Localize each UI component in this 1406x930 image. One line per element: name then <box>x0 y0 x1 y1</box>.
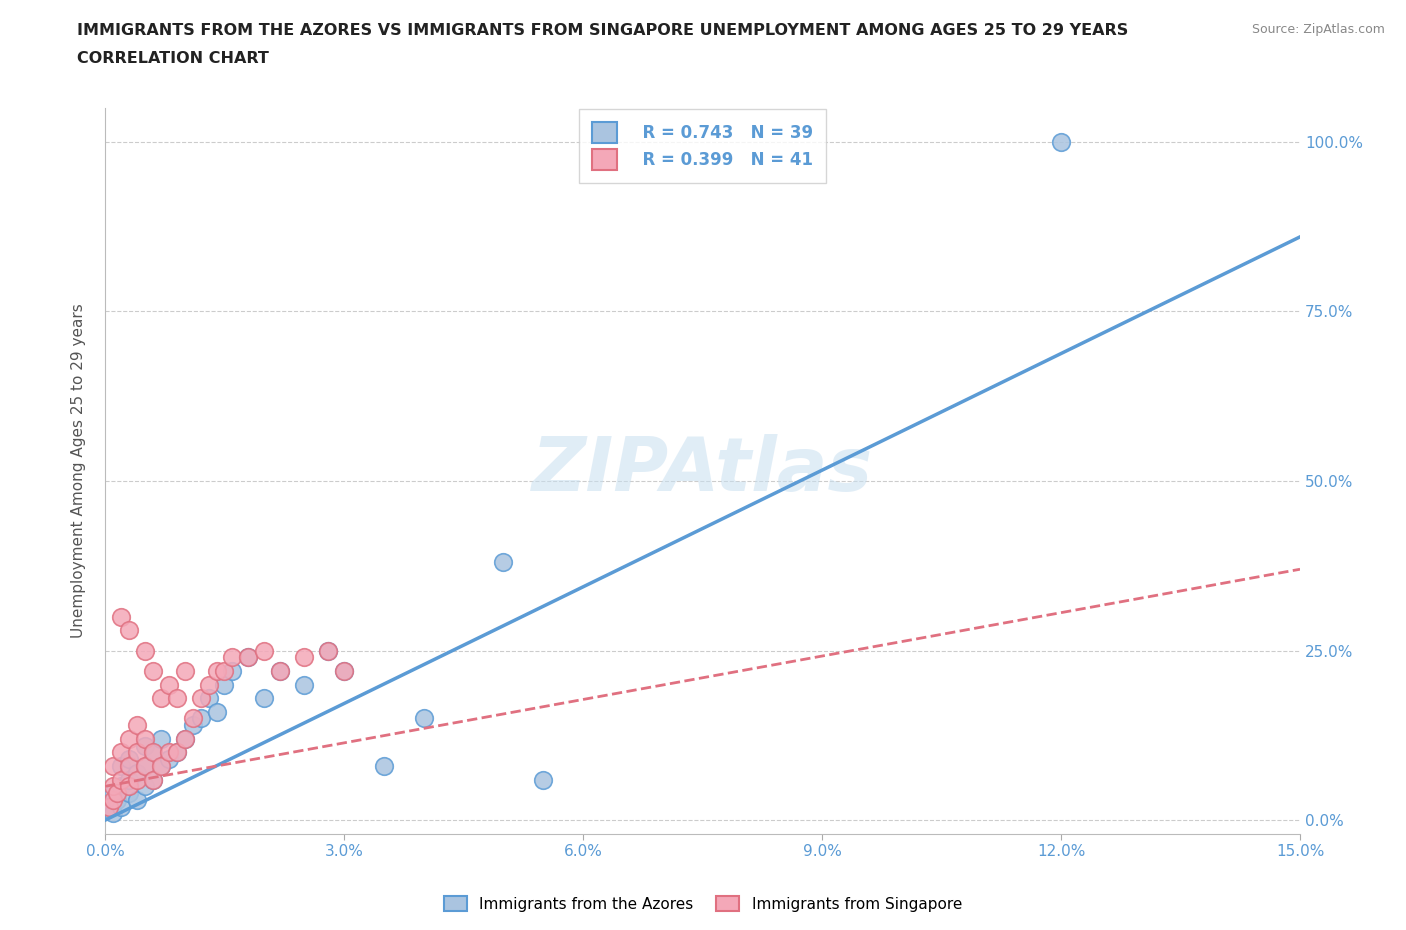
Legend: Immigrants from the Azores, Immigrants from Singapore: Immigrants from the Azores, Immigrants f… <box>439 889 967 918</box>
Point <box>134 759 156 774</box>
Point <box>269 663 291 678</box>
Point <box>125 792 148 807</box>
Point <box>125 765 148 780</box>
Point <box>173 731 195 746</box>
Point <box>134 731 156 746</box>
Legend:   R = 0.743   N = 39,   R = 0.399   N = 41: R = 0.743 N = 39, R = 0.399 N = 41 <box>579 109 827 183</box>
Point <box>173 663 195 678</box>
Point <box>292 677 315 692</box>
Point <box>110 778 132 793</box>
Point <box>149 759 172 774</box>
Point <box>166 745 188 760</box>
Point <box>101 806 124 821</box>
Point <box>118 772 141 787</box>
Point <box>105 786 128 801</box>
Point <box>253 691 276 706</box>
Point <box>118 759 141 774</box>
Point <box>118 623 141 638</box>
Point <box>149 731 172 746</box>
Point <box>1050 135 1073 150</box>
Point <box>125 772 148 787</box>
Point <box>181 711 204 726</box>
Point <box>98 799 121 814</box>
Point <box>134 644 156 658</box>
Point <box>221 650 243 665</box>
Point <box>214 663 236 678</box>
Point <box>173 731 195 746</box>
Point <box>101 778 124 793</box>
Point <box>118 731 141 746</box>
Point <box>134 738 156 753</box>
Point <box>101 759 124 774</box>
Point <box>149 691 172 706</box>
Point <box>110 745 132 760</box>
Point <box>101 786 124 801</box>
Text: IMMIGRANTS FROM THE AZORES VS IMMIGRANTS FROM SINGAPORE UNEMPLOYMENT AMONG AGES : IMMIGRANTS FROM THE AZORES VS IMMIGRANTS… <box>77 23 1129 38</box>
Point <box>118 778 141 793</box>
Point <box>110 772 132 787</box>
Point <box>197 691 219 706</box>
Point <box>205 704 228 719</box>
Point <box>134 778 156 793</box>
Point <box>118 751 141 766</box>
Point <box>142 772 165 787</box>
Point <box>531 772 554 787</box>
Point <box>149 759 172 774</box>
Point <box>181 718 204 733</box>
Point <box>316 644 339 658</box>
Point <box>316 644 339 658</box>
Point <box>253 644 276 658</box>
Point <box>205 663 228 678</box>
Point <box>118 786 141 801</box>
Point <box>105 792 128 807</box>
Point <box>238 650 260 665</box>
Point <box>269 663 291 678</box>
Point <box>492 555 515 570</box>
Point <box>292 650 315 665</box>
Y-axis label: Unemployment Among Ages 25 to 29 years: Unemployment Among Ages 25 to 29 years <box>72 303 86 638</box>
Point <box>214 677 236 692</box>
Point <box>110 759 132 774</box>
Text: Source: ZipAtlas.com: Source: ZipAtlas.com <box>1251 23 1385 36</box>
Point <box>157 751 180 766</box>
Point <box>142 745 165 760</box>
Point <box>101 792 124 807</box>
Text: CORRELATION CHART: CORRELATION CHART <box>77 51 269 66</box>
Point <box>190 691 212 706</box>
Point <box>166 691 188 706</box>
Point <box>197 677 219 692</box>
Point <box>190 711 212 726</box>
Point <box>110 609 132 624</box>
Point <box>221 663 243 678</box>
Point <box>142 772 165 787</box>
Point <box>98 799 121 814</box>
Point <box>142 663 165 678</box>
Point <box>125 745 148 760</box>
Point <box>238 650 260 665</box>
Point <box>166 745 188 760</box>
Point <box>157 745 180 760</box>
Point <box>333 663 356 678</box>
Point <box>134 759 156 774</box>
Text: ZIPAtlas: ZIPAtlas <box>531 434 873 508</box>
Point <box>110 799 132 814</box>
Point <box>142 745 165 760</box>
Point <box>333 663 356 678</box>
Point <box>373 759 395 774</box>
Point <box>125 718 148 733</box>
Point <box>157 677 180 692</box>
Point <box>412 711 434 726</box>
